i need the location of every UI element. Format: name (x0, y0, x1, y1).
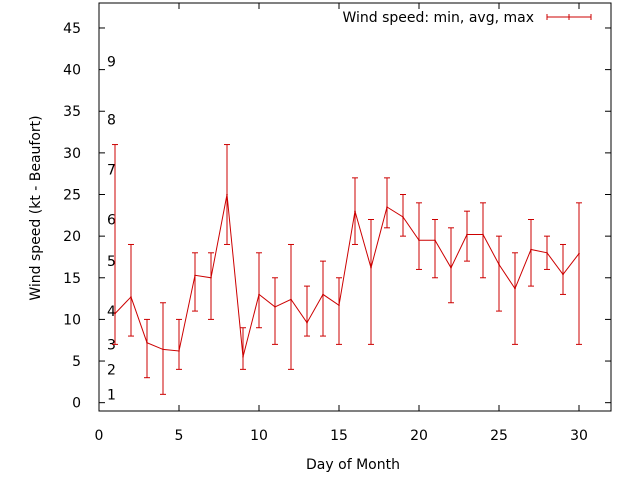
y-axis-label: Wind speed (kt - Beaufort) (28, 115, 44, 300)
beaufort-label: 4 (107, 304, 116, 320)
avg-point (242, 356, 244, 358)
avg-point (482, 233, 484, 236)
y-tick-label: 0 (72, 396, 81, 412)
avg-point (146, 341, 148, 344)
x-tick-label: 30 (570, 428, 588, 444)
avg-point (322, 293, 324, 296)
beaufort-label: 9 (107, 54, 116, 70)
avg-point (178, 350, 180, 352)
avg-point (530, 248, 532, 251)
error-bars (112, 144, 582, 395)
y-tick-label: 40 (63, 63, 81, 79)
beaufort-label: 1 (107, 387, 116, 403)
legend-swatch (546, 14, 592, 20)
y-tick-label: 30 (63, 146, 81, 162)
avg-point (306, 321, 308, 324)
beaufort-label: 2 (107, 362, 116, 378)
y-tick-label: 20 (63, 229, 81, 245)
legend-label: Wind speed: min, avg, max (342, 10, 534, 26)
x-tick-label: 5 (175, 428, 184, 444)
avg-point (578, 252, 580, 255)
y-tick-label: 45 (63, 21, 81, 37)
avg-point (194, 274, 196, 277)
avg-point (130, 296, 132, 298)
avg-point (338, 304, 340, 307)
beaufort-label: 8 (107, 113, 116, 129)
avg-point (114, 312, 116, 315)
avg-point (290, 298, 292, 301)
y-tick-label: 5 (72, 354, 81, 370)
avg-point (434, 239, 436, 242)
avg-point (274, 306, 276, 308)
y-tick-label: 35 (63, 104, 81, 120)
avg-point (258, 293, 260, 296)
avg-point (210, 276, 212, 279)
avg-point (386, 206, 388, 208)
beaufort-label: 5 (107, 254, 116, 270)
beaufort-label: 3 (107, 337, 116, 353)
avg-point (354, 210, 356, 212)
y-tick-label: 25 (63, 188, 81, 204)
x-axis-label: Day of Month (306, 457, 400, 473)
plot-border (98, 2, 612, 412)
x-tick-label: 0 (95, 428, 104, 444)
y-tick-label: 10 (63, 312, 81, 328)
y-tick-label: 15 (63, 271, 81, 287)
avg-line (114, 194, 580, 358)
beaufort-labels: 1 2 3 4 5 6 7 8 9 (107, 54, 116, 403)
avg-point (546, 251, 548, 254)
avg-point (514, 287, 516, 290)
avg-point (450, 266, 452, 269)
avg-point (498, 263, 500, 266)
avg-line-layer (114, 193, 580, 358)
legend: Wind speed: min, avg, max (342, 10, 592, 26)
avg-point (466, 233, 468, 236)
x-tick-label: 25 (490, 428, 508, 444)
avg-point (562, 273, 564, 276)
plot-frame (98, 2, 612, 412)
x-tick-label: 20 (410, 428, 428, 444)
avg-point (226, 193, 228, 196)
avg-point (402, 216, 404, 218)
x-tick-label: 15 (330, 428, 348, 444)
avg-point (370, 266, 372, 269)
beaufort-label: 6 (107, 212, 116, 228)
x-tick-label: 10 (250, 428, 268, 444)
beaufort-label: 7 (107, 163, 116, 179)
avg-point (418, 239, 420, 242)
avg-point (162, 348, 164, 351)
